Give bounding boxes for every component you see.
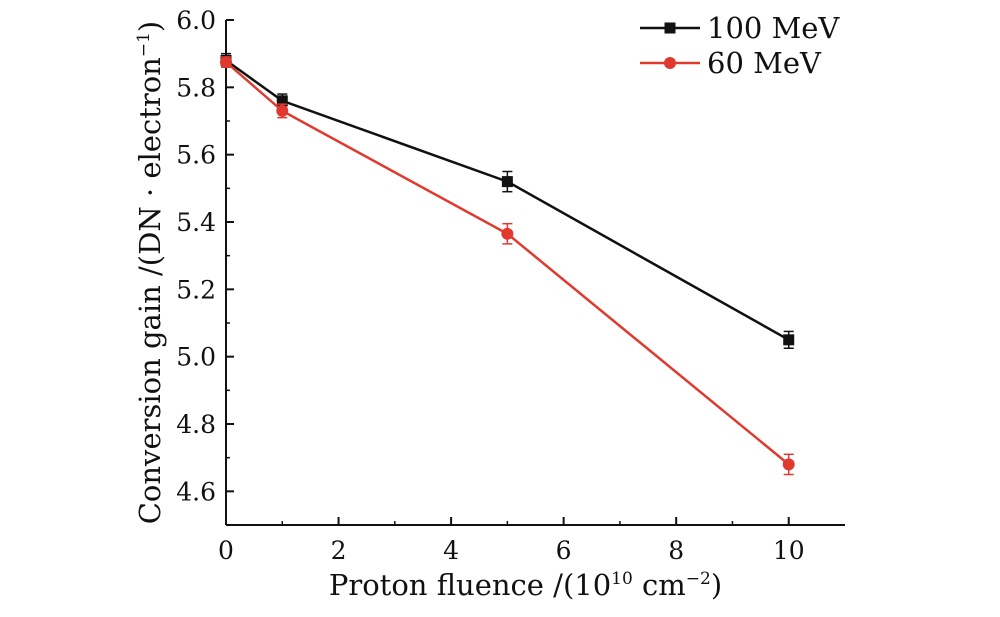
y-tick-label: 5.4 [176,208,216,237]
x-tick-label: 4 [443,536,459,565]
x-tick-label: 10 [773,536,805,565]
legend-item: 100 MeV [640,11,840,45]
x-tick-label: 6 [556,536,572,565]
legend-label: 100 MeV [707,11,840,45]
y-tick-label: 5.6 [176,141,216,170]
data-point [220,56,232,69]
x-tick-label: 0 [218,536,234,565]
axes [225,20,845,526]
series-0 [220,52,795,349]
data-point [501,176,513,188]
y-tick-label: 4.6 [176,477,216,506]
ticks: 0 2 4 6 8 10 4.6 4.8 5.0 5.2 5.4 5.6 5.8 6.0 [176,6,804,565]
series-line [225,59,790,341]
data-point [276,104,289,117]
legend-item: 60 MeV [640,46,822,80]
series [220,52,795,476]
y-tick-label: 5.8 [176,73,216,102]
legend-label: 60 MeV [707,46,822,80]
y-axis-title: Conversion gain /(DN · electron−1) [133,21,167,525]
y-tick-label: 6.0 [176,6,216,35]
data-point [782,458,795,471]
data-point [276,95,288,107]
data-point [783,334,795,346]
legend-marker [664,57,676,69]
x-tick-label: 8 [668,536,684,565]
series-line [225,61,790,466]
x-tick-label: 2 [331,536,347,565]
x-axis-title: Proton fluence /(1010 cm−2) [329,568,722,602]
data-point [501,227,514,240]
y-tick-label: 5.2 [176,275,216,304]
y-tick-label: 5.0 [176,343,216,372]
y-tick-label: 4.8 [176,410,216,439]
series-1 [220,56,795,476]
legend-marker [664,22,676,34]
